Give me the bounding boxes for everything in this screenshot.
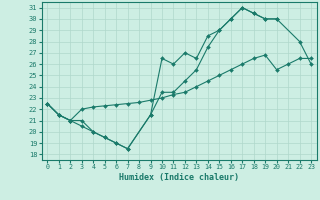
X-axis label: Humidex (Indice chaleur): Humidex (Indice chaleur): [119, 173, 239, 182]
